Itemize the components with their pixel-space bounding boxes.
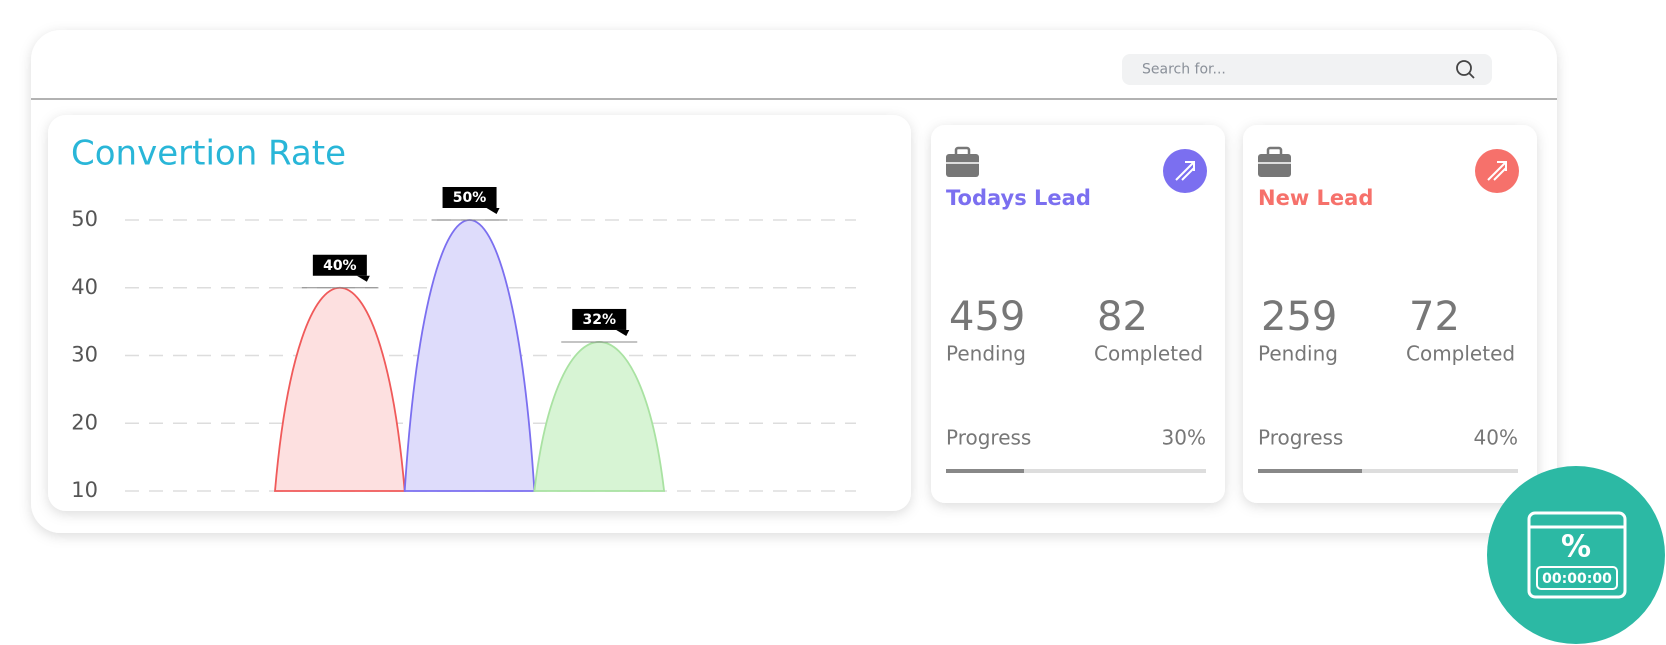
area-hump: [533, 341, 666, 492]
progress-label: Progress: [1258, 426, 1343, 450]
progress-label: Progress: [946, 426, 1031, 450]
lead-card: [931, 125, 1225, 503]
badge-circle: [1487, 466, 1665, 644]
chart-title: Convertion Rate: [71, 134, 346, 174]
value-label-tail: [486, 208, 500, 214]
briefcase-handle: [954, 146, 971, 158]
open-arrow: [1487, 161, 1507, 181]
y-tick-label: 40: [71, 275, 98, 299]
value-label-tail: [616, 329, 630, 336]
cards: Todays Lead459Pending82CompletedProgress…: [931, 125, 1537, 503]
y-tick-label: 20: [71, 410, 98, 434]
progress-value: 40%: [1474, 426, 1518, 450]
briefcase-icon: [946, 154, 979, 177]
value-label-box: [312, 254, 367, 276]
open-arrow: [1175, 161, 1195, 181]
badge-symbol: %: [1561, 530, 1591, 565]
badge-window: [1527, 511, 1627, 599]
value-label-box: [442, 187, 497, 208]
value-label-tail: [356, 275, 370, 282]
area-hump: [274, 286, 406, 492]
value-label-box: [572, 308, 627, 330]
y-tick-label: 50: [71, 207, 98, 231]
search-box[interactable]: [1122, 54, 1492, 85]
stat-label: Completed: [1094, 342, 1203, 366]
search-placeholder: Search for...: [1142, 62, 1226, 78]
y-tick-label: 30: [71, 343, 98, 367]
stat-label: Pending: [1258, 342, 1338, 366]
progress-fill: [946, 469, 1024, 473]
stat-label: Pending: [946, 342, 1026, 366]
badge-timer-box: [1536, 566, 1618, 590]
y-tick-label: 10: [71, 478, 98, 502]
briefcase-handle: [1266, 146, 1283, 158]
badge-timer: 00:00:00: [1542, 571, 1612, 587]
card-title: New Lead: [1258, 186, 1373, 210]
stat-value: 459: [949, 294, 1025, 340]
lead-card: [1243, 125, 1537, 503]
value-label: 40%: [323, 258, 357, 274]
stat-value: 82: [1097, 294, 1148, 340]
progress-fill: [1258, 469, 1362, 473]
stat-label: Completed: [1406, 342, 1515, 366]
value-label: 32%: [582, 312, 616, 328]
stat-value: 72: [1409, 294, 1460, 340]
progress-value: 30%: [1162, 426, 1206, 450]
card-title: Todays Lead: [946, 186, 1091, 210]
progress-track: [946, 469, 1206, 473]
badge: % 00:00:00: [1487, 466, 1665, 644]
stat-value: 259: [1261, 294, 1337, 340]
chart: 10 20 30 40 50 40% 50% 32%: [71, 187, 856, 502]
search-icon[interactable]: [1456, 60, 1475, 79]
briefcase-icon: [1258, 154, 1291, 177]
progress-track: [1258, 469, 1518, 473]
value-label: 50%: [453, 190, 487, 206]
